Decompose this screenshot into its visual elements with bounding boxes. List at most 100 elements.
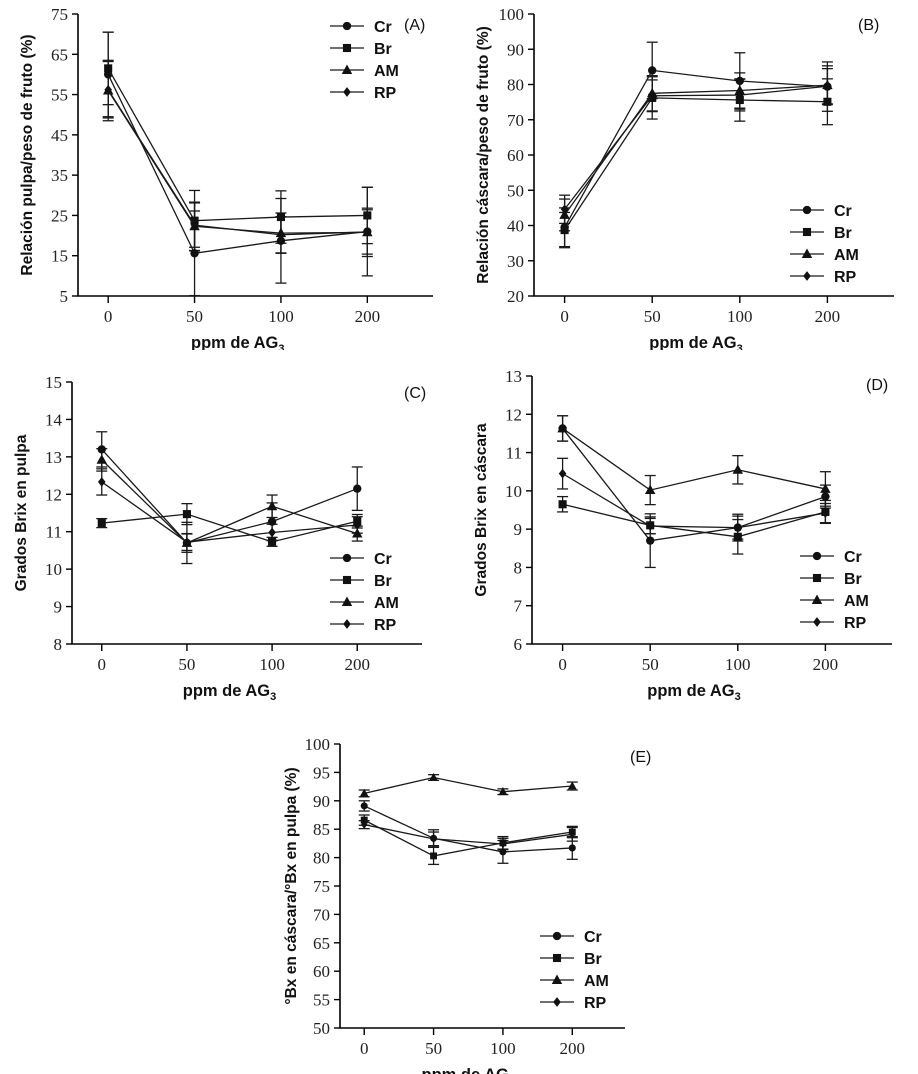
marker-square [823, 97, 832, 106]
chart-panel-d: 6 7 8 9 10 11 12 13 0 50 100 200 Grados Brix en cásc… [460, 360, 918, 710]
y-tick-label: 45 [51, 126, 68, 145]
y-tick-label: 20 [507, 287, 524, 306]
legend-label: RP [584, 995, 607, 1012]
x-tick-label: 100 [490, 1039, 516, 1058]
marker-square [182, 510, 191, 519]
marker-square [363, 211, 372, 220]
marker-triangle [559, 209, 570, 219]
x-axis-title: ppm de AG3 [421, 1066, 515, 1074]
y-tick-label: 30 [507, 252, 524, 271]
y-axis-title: Relación pulpa/peso de fruto (%) [19, 34, 36, 275]
legend-item-rp: RP [330, 85, 397, 102]
marker-diamond [183, 537, 191, 548]
axes-lines [339, 744, 625, 1029]
legend-item-br: Br [540, 951, 602, 968]
y-tick-label: 60 [313, 962, 330, 981]
panel-label: (D) [866, 377, 888, 394]
chart-panel-c: 8 9 10 11 12 13 14 15 0 50 100 200 Grados Brix en pu… [0, 360, 460, 710]
x-axis-title-main: ppm de AG [647, 682, 734, 700]
y-axis: 6 7 8 9 10 11 12 13 [505, 367, 532, 654]
series-line [363, 805, 573, 853]
marker-circle [267, 517, 277, 526]
marker-triangle [96, 454, 107, 464]
y-tick-label: 90 [507, 40, 524, 59]
legend-label: Cr [374, 551, 392, 568]
marker-square [97, 519, 106, 528]
y-tick-label: 65 [313, 934, 330, 953]
x-axis-title: ppm de AG3 [649, 334, 743, 350]
marker-diamond [97, 477, 106, 487]
x-tick-label: 100 [727, 307, 753, 326]
legend: Cr Br AM RP [330, 551, 399, 634]
marker-triangle [567, 781, 577, 790]
marker-triangle [266, 500, 278, 511]
marker-circle [190, 249, 199, 258]
y-tick-label: 50 [313, 1019, 330, 1038]
y-tick-label: 95 [313, 763, 330, 782]
marker-diamond [190, 220, 199, 230]
marker-diamond [343, 619, 351, 629]
series-am [557, 422, 831, 495]
y-tick-label: 9 [514, 520, 523, 539]
marker-diamond [430, 834, 437, 843]
x-tick-label: 100 [268, 307, 294, 326]
y-tick-label: 40 [507, 217, 524, 236]
y-tick-label: 60 [507, 146, 524, 165]
marker-triangle [644, 484, 656, 495]
marker-diamond [553, 997, 561, 1007]
series-rp [97, 477, 362, 548]
x-tick-label: 200 [813, 655, 839, 674]
legend-item-br: Br [330, 41, 392, 58]
x-tick-label: 50 [644, 307, 661, 326]
marker-diamond [734, 522, 742, 533]
x-tick-label: 100 [725, 655, 751, 674]
series-line [101, 513, 358, 543]
y-axis: 20 30 40 50 60 70 80 90 100 [499, 5, 534, 306]
marker-circle [735, 76, 744, 86]
marker-circle [499, 848, 507, 856]
y-tick-label: 75 [51, 5, 68, 24]
panel-label: (A) [404, 17, 425, 34]
marker-circle [353, 484, 362, 493]
legend-label: AM [374, 63, 399, 80]
series-line [564, 69, 828, 228]
y-axis: 5 15 25 35 45 55 65 75 [51, 5, 78, 306]
y-tick-label: 5 [60, 287, 69, 306]
series-cr [360, 802, 576, 856]
marker-triangle [341, 64, 353, 74]
legend-label: AM [834, 247, 859, 264]
y-tick-label: 70 [507, 111, 524, 130]
x-tick-label: 50 [425, 1039, 442, 1058]
y-tick-label: 70 [313, 905, 330, 924]
legend-item-cr: Cr [330, 19, 392, 36]
marker-diamond [104, 84, 112, 95]
marker-square [735, 95, 744, 105]
y-tick-label: 35 [51, 166, 68, 185]
marker-square [342, 575, 352, 585]
legend: Cr Br AM RP [330, 19, 399, 102]
x-tick-label: 200 [345, 655, 371, 674]
legend-item-am: AM [800, 593, 869, 610]
series-line [107, 89, 368, 236]
y-tick-label: 10 [505, 482, 522, 501]
y-tick-label: 13 [505, 367, 522, 386]
x-axis-title-main: ppm de AG [183, 682, 270, 700]
legend-item-cr: Cr [790, 203, 852, 220]
legend-label: AM [374, 595, 399, 612]
series-line [101, 448, 358, 544]
y-tick-label: 7 [514, 597, 523, 616]
marker-triangle [551, 974, 563, 984]
x-tick-label: 100 [259, 655, 285, 674]
axes-lines [71, 382, 422, 645]
legend-item-br: Br [790, 225, 852, 242]
series-line [101, 459, 358, 544]
series-line [101, 481, 358, 543]
legend-label: AM [584, 973, 609, 990]
y-axis-title: °Bx en cáscara/°Bx en pulpa (%) [283, 767, 300, 1004]
series-rp [104, 84, 372, 240]
chart-svg: 50 55 60 65 70 75 80 85 90 95 100 0 50 100 200 °Bx en c… [283, 735, 651, 1074]
marker-circle [812, 551, 822, 561]
y-tick-label: 9 [54, 598, 63, 617]
y-tick-label: 85 [313, 820, 330, 839]
